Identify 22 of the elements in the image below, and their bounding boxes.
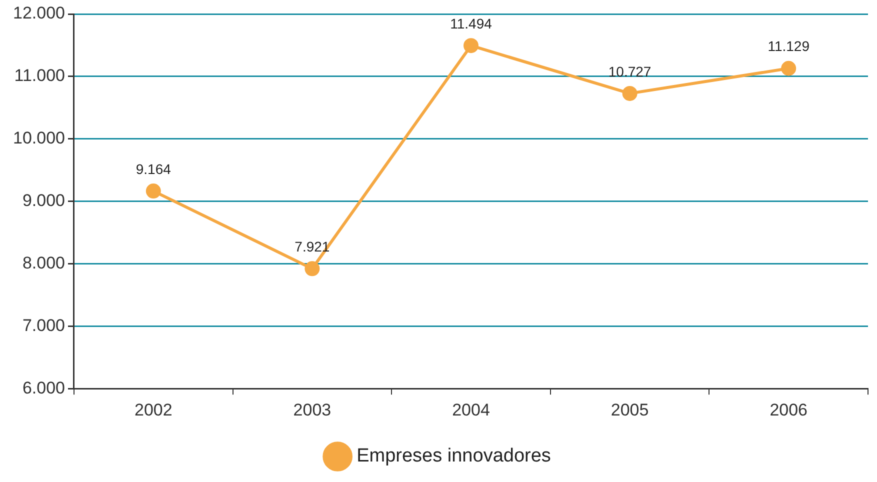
y-tick-label: 10.000	[12, 128, 65, 148]
legend-label: Empreses innovadores	[356, 446, 551, 467]
x-tick-label: 2006	[770, 400, 808, 420]
data-label: 9.164	[136, 160, 172, 177]
x-tick-label: 2005	[610, 400, 649, 420]
data-label: 10.727	[608, 63, 652, 80]
y-tick-label: 12.000	[12, 4, 65, 23]
y-tick-label: 8.000	[22, 253, 65, 272]
point	[146, 184, 161, 199]
data-label: 11.494	[450, 15, 492, 32]
x-tick-label: 2003	[293, 400, 332, 420]
point	[304, 261, 320, 276]
x-tick-label: 2004	[452, 400, 490, 420]
y-tick-label: 11.000	[14, 66, 65, 86]
point	[464, 38, 478, 54]
data-label: 11.129	[768, 38, 810, 54]
point	[781, 60, 796, 76]
y-tick-label: 6.000	[22, 378, 65, 398]
point	[622, 86, 638, 101]
y-tick-label: 7.000	[22, 316, 65, 335]
y-tick-label: 9.000	[22, 190, 65, 210]
x-tick-label: 2002	[134, 400, 172, 420]
